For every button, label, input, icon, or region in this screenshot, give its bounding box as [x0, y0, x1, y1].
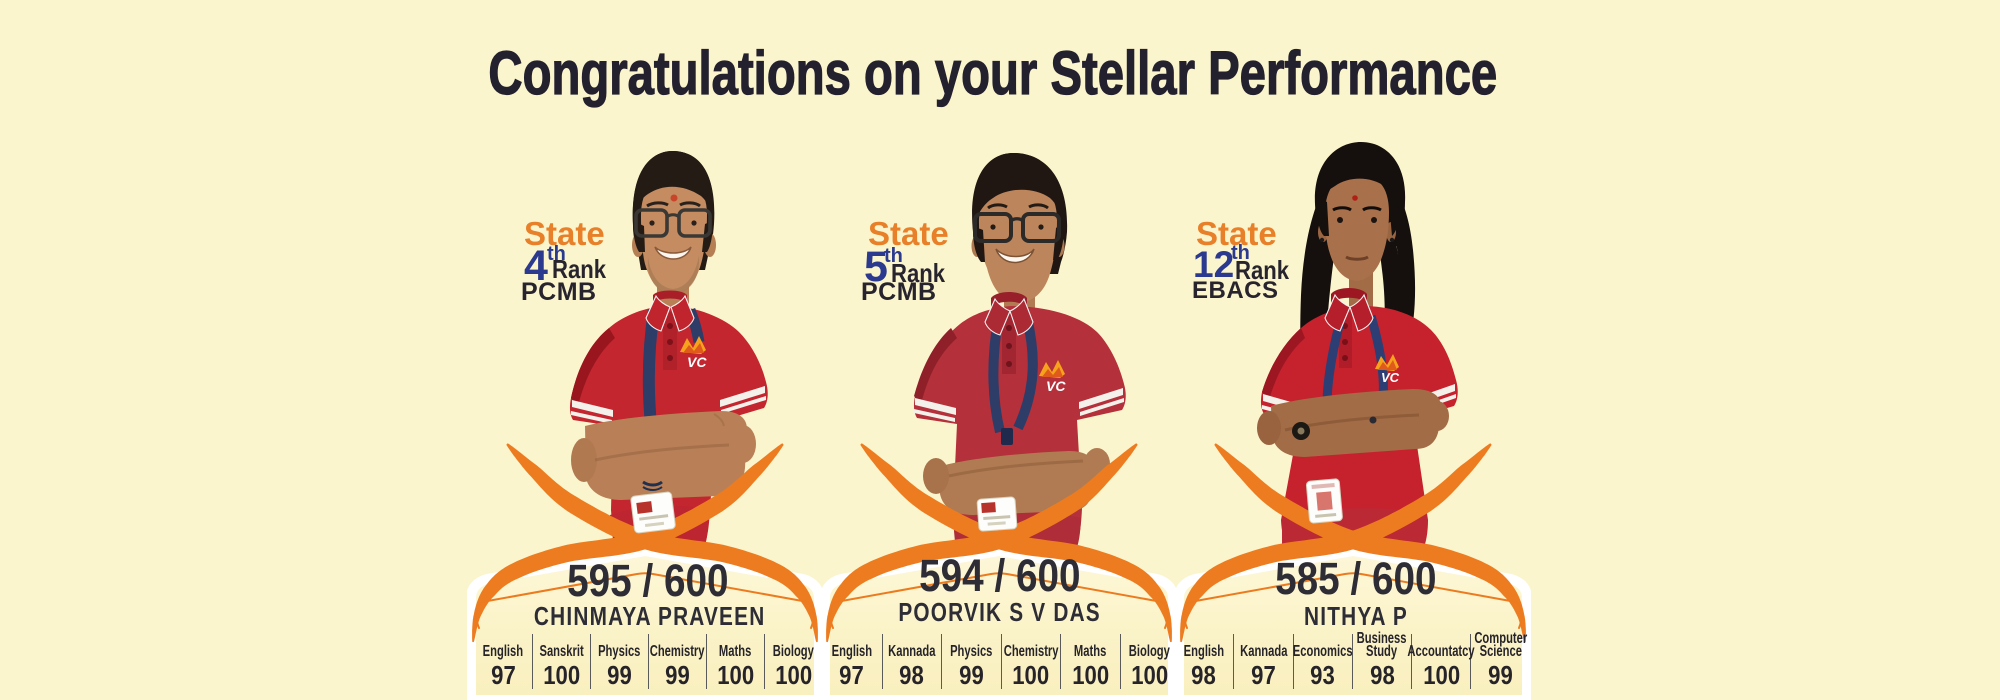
svg-text:VC: VC — [1381, 370, 1400, 385]
svg-text:VC: VC — [1046, 378, 1066, 394]
svg-text:VC: VC — [687, 354, 707, 370]
